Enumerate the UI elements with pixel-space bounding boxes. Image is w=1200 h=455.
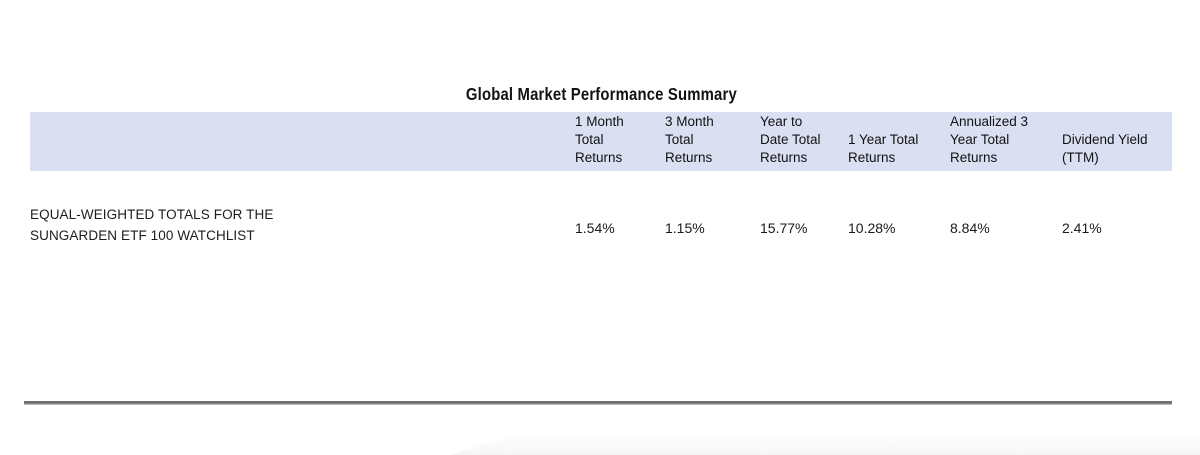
column-header-1-year-total-returns: 1 Year Total Returns <box>848 132 919 165</box>
row-label: EQUAL-WEIGHTED TOTALS FOR THE SUNGARDEN … <box>30 207 274 243</box>
cell-dividend-yield-ttm: 2.41% <box>1062 220 1102 236</box>
cell-ytd-total-returns: 15.77% <box>760 220 808 236</box>
column-header-annualized-3-year-total-returns: Annualized 3 Year Total Returns <box>950 114 1029 165</box>
column-header-1-month-total-returns: 1 Month Total Returns <box>575 114 624 165</box>
horizontal-divider <box>24 401 1172 405</box>
next-section-edge <box>450 438 1200 455</box>
column-header-3-month-total-returns: 3 Month Total Returns <box>665 114 714 165</box>
cell-1-year-total-returns: 10.28% <box>848 220 896 236</box>
column-header-dividend-yield-ttm: Dividend Yield (TTM) <box>1062 132 1148 165</box>
cell-1-month-total-returns: 1.54% <box>575 220 615 236</box>
cell-3-month-total-returns: 1.15% <box>665 220 705 236</box>
cell-annualized-3-year-total-returns: 8.84% <box>950 220 990 236</box>
table-header-row: 1 Month Total Returns 3 Month Total Retu… <box>30 112 1172 171</box>
page-title: Global Market Performance Summary <box>30 84 1172 105</box>
page-title-text: Global Market Performance Summary <box>465 84 737 104</box>
table-row: EQUAL-WEIGHTED TOTALS FOR THE SUNGARDEN … <box>30 204 1172 246</box>
column-header-ytd-total-returns: Year to Date Total Returns <box>760 114 821 165</box>
